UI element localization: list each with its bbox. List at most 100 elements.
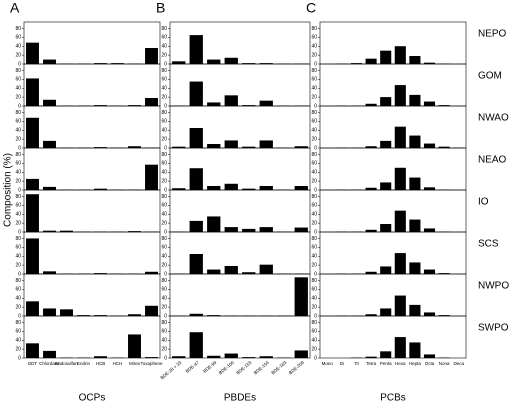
y-tick-label: 0 xyxy=(18,313,21,319)
bar xyxy=(380,351,392,358)
bar xyxy=(259,140,273,148)
bar xyxy=(94,356,107,358)
panel-frame xyxy=(169,315,311,359)
y-tick-label: 20 xyxy=(311,262,317,268)
y-tick-label: 40 xyxy=(161,212,167,218)
panel-letter: A xyxy=(10,0,20,16)
bar xyxy=(26,194,39,232)
y-tick-label: 60 xyxy=(311,35,317,41)
y-tick-label: 60 xyxy=(311,77,317,83)
x-axis-title: PBDEs xyxy=(224,393,256,404)
y-tick-label: 20 xyxy=(161,346,167,352)
y-tick-label: 20 xyxy=(311,220,317,226)
y-tick-label: 20 xyxy=(15,52,21,58)
y-tick-label: 60 xyxy=(15,203,21,209)
y-tick-label: 80 xyxy=(311,26,317,32)
y-tick-label: 20 xyxy=(161,136,167,142)
y-tick-label: 20 xyxy=(311,52,317,58)
x-tick-label: BDE-99 xyxy=(202,360,218,374)
y-tick-label: 60 xyxy=(161,161,167,167)
bar xyxy=(43,271,56,274)
x-tick-label: Penta xyxy=(380,361,392,366)
x-tick-label: Mono xyxy=(322,361,334,366)
y-tick-label: 40 xyxy=(161,86,167,92)
y-tick-label: 80 xyxy=(311,320,317,326)
bar xyxy=(94,273,107,274)
x-tick-label: BDE-153 xyxy=(235,360,253,376)
panel-letter: C xyxy=(306,0,316,16)
x-tick-label: Octa xyxy=(425,361,435,366)
y-tick-label: 20 xyxy=(15,94,21,100)
bar xyxy=(409,56,421,64)
bar xyxy=(365,103,377,106)
y-tick-label: 60 xyxy=(311,245,317,251)
y-tick-label: 0 xyxy=(18,355,21,361)
bar xyxy=(224,266,238,274)
y-tick-label: 80 xyxy=(15,110,21,116)
y-tick-label: 20 xyxy=(311,136,317,142)
y-tick-label: 60 xyxy=(15,245,21,251)
y-tick-label: 80 xyxy=(311,68,317,74)
region-label: NWAO xyxy=(478,113,509,124)
panel-frame xyxy=(319,21,467,65)
bar xyxy=(423,312,436,316)
y-tick-label: 60 xyxy=(311,287,317,293)
y-tick-label: 0 xyxy=(18,229,21,235)
x-tick-label: BDE-100 xyxy=(218,360,236,376)
x-tick-label: Endrin xyxy=(77,361,91,366)
bar xyxy=(438,273,450,274)
bar xyxy=(43,350,56,358)
panel-frame xyxy=(169,273,311,317)
region-label: GOM xyxy=(478,71,502,82)
y-tick-label: 80 xyxy=(15,320,21,326)
bar xyxy=(350,63,363,64)
bar xyxy=(380,140,392,148)
bar xyxy=(224,95,238,106)
y-tick-label: 0 xyxy=(18,103,21,109)
bar xyxy=(380,266,392,274)
y-tick-label: 20 xyxy=(15,220,21,226)
y-tick-label: 0 xyxy=(164,271,167,277)
y-tick-label: 0 xyxy=(164,187,167,193)
bar xyxy=(259,100,273,106)
y-tick-label: 80 xyxy=(161,26,167,32)
y-tick-label: 20 xyxy=(15,136,21,142)
y-tick-label: 20 xyxy=(161,94,167,100)
x-tick-label: Di xyxy=(340,361,344,366)
bar xyxy=(26,117,39,148)
y-tick-label: 40 xyxy=(161,128,167,134)
y-tick-label: 40 xyxy=(15,338,21,344)
y-tick-label: 60 xyxy=(15,287,21,293)
bar xyxy=(224,140,238,148)
y-tick-label: 80 xyxy=(311,152,317,158)
panel-frame xyxy=(319,189,467,233)
bar xyxy=(207,269,221,274)
bar xyxy=(207,315,221,316)
bar xyxy=(145,305,158,316)
y-tick-label: 20 xyxy=(15,178,21,184)
bar xyxy=(189,332,203,358)
bar xyxy=(94,105,107,106)
y-tick-label: 0 xyxy=(314,145,317,151)
y-tick-label: 40 xyxy=(311,128,317,134)
panel-frame xyxy=(23,21,161,65)
bar xyxy=(365,187,377,190)
y-tick-label: 80 xyxy=(311,110,317,116)
bar xyxy=(438,315,450,316)
y-tick-label: 60 xyxy=(15,161,21,167)
bar xyxy=(207,186,221,190)
y-tick-label: 0 xyxy=(18,145,21,151)
bar xyxy=(43,308,56,316)
bar xyxy=(394,85,406,106)
bar xyxy=(26,178,39,190)
y-tick-label: 80 xyxy=(311,194,317,200)
bar xyxy=(94,147,107,148)
bar xyxy=(438,146,450,148)
bar xyxy=(111,63,124,64)
bar xyxy=(409,94,421,106)
y-tick-label: 80 xyxy=(311,278,317,284)
y-tick-label: 0 xyxy=(164,103,167,109)
panel-frame xyxy=(319,315,467,359)
region-label: NEPO xyxy=(478,29,507,40)
